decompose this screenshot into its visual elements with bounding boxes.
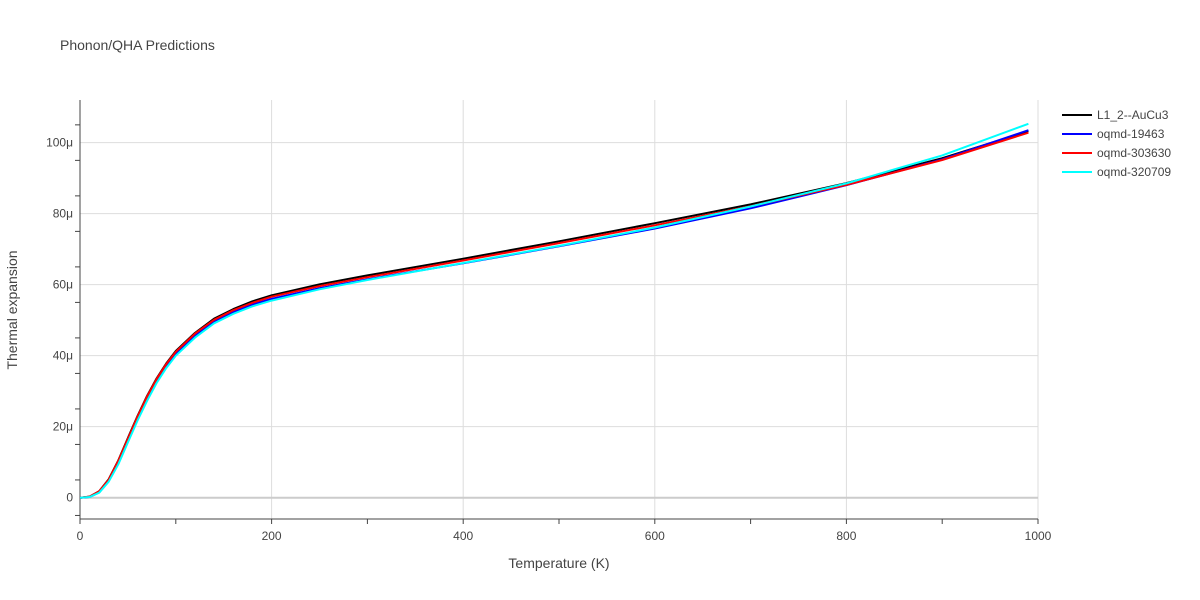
legend-label: oqmd-320709: [1097, 165, 1171, 179]
legend-item-oqmd-320709[interactable]: oqmd-320709: [1062, 165, 1171, 179]
y-tick-label: 0: [66, 491, 73, 505]
x-tick-label: 400: [453, 529, 473, 543]
y-tick-label: 100μ: [46, 136, 73, 150]
plot-area: [79, 122, 1029, 499]
axes: 0 200 400 600 800 1000 0 20μ 40μ 60μ 80μ 100μ: [46, 100, 1052, 543]
x-tick-label: 600: [645, 529, 665, 543]
series-line-oqmd-320709: [79, 122, 1029, 499]
series-line-L1_2--AuCu3: [79, 130, 1029, 499]
y-tick-label: 40μ: [53, 349, 73, 363]
legend-label: oqmd-303630: [1097, 146, 1171, 160]
x-tick-label: 0: [77, 529, 84, 543]
chart-title: Phonon/QHA Predictions: [60, 37, 215, 53]
x-tick-label: 800: [836, 529, 856, 543]
legend-item-L1_2--AuCu3[interactable]: L1_2--AuCu3: [1062, 108, 1169, 122]
legend-label: L1_2--AuCu3: [1097, 108, 1169, 122]
y-tick-label: 20μ: [53, 420, 73, 434]
legend[interactable]: L1_2--AuCu3 oqmd-19463 oqmd-303630 oqmd-320…: [1062, 108, 1171, 179]
y-tick-label: 80μ: [53, 207, 73, 221]
grid-lines: [80, 100, 1039, 519]
x-tick-label: 1000: [1025, 529, 1052, 543]
y-axis-title: Thermal expansion: [4, 250, 20, 369]
legend-label: oqmd-19463: [1097, 127, 1165, 141]
legend-item-oqmd-19463[interactable]: oqmd-19463: [1062, 127, 1165, 141]
y-tick-label: 60μ: [53, 278, 73, 292]
legend-item-oqmd-303630[interactable]: oqmd-303630: [1062, 146, 1171, 160]
x-tick-label: 200: [262, 529, 282, 543]
series-line-oqmd-303630: [79, 131, 1029, 499]
x-axis-title: Temperature (K): [508, 555, 609, 571]
